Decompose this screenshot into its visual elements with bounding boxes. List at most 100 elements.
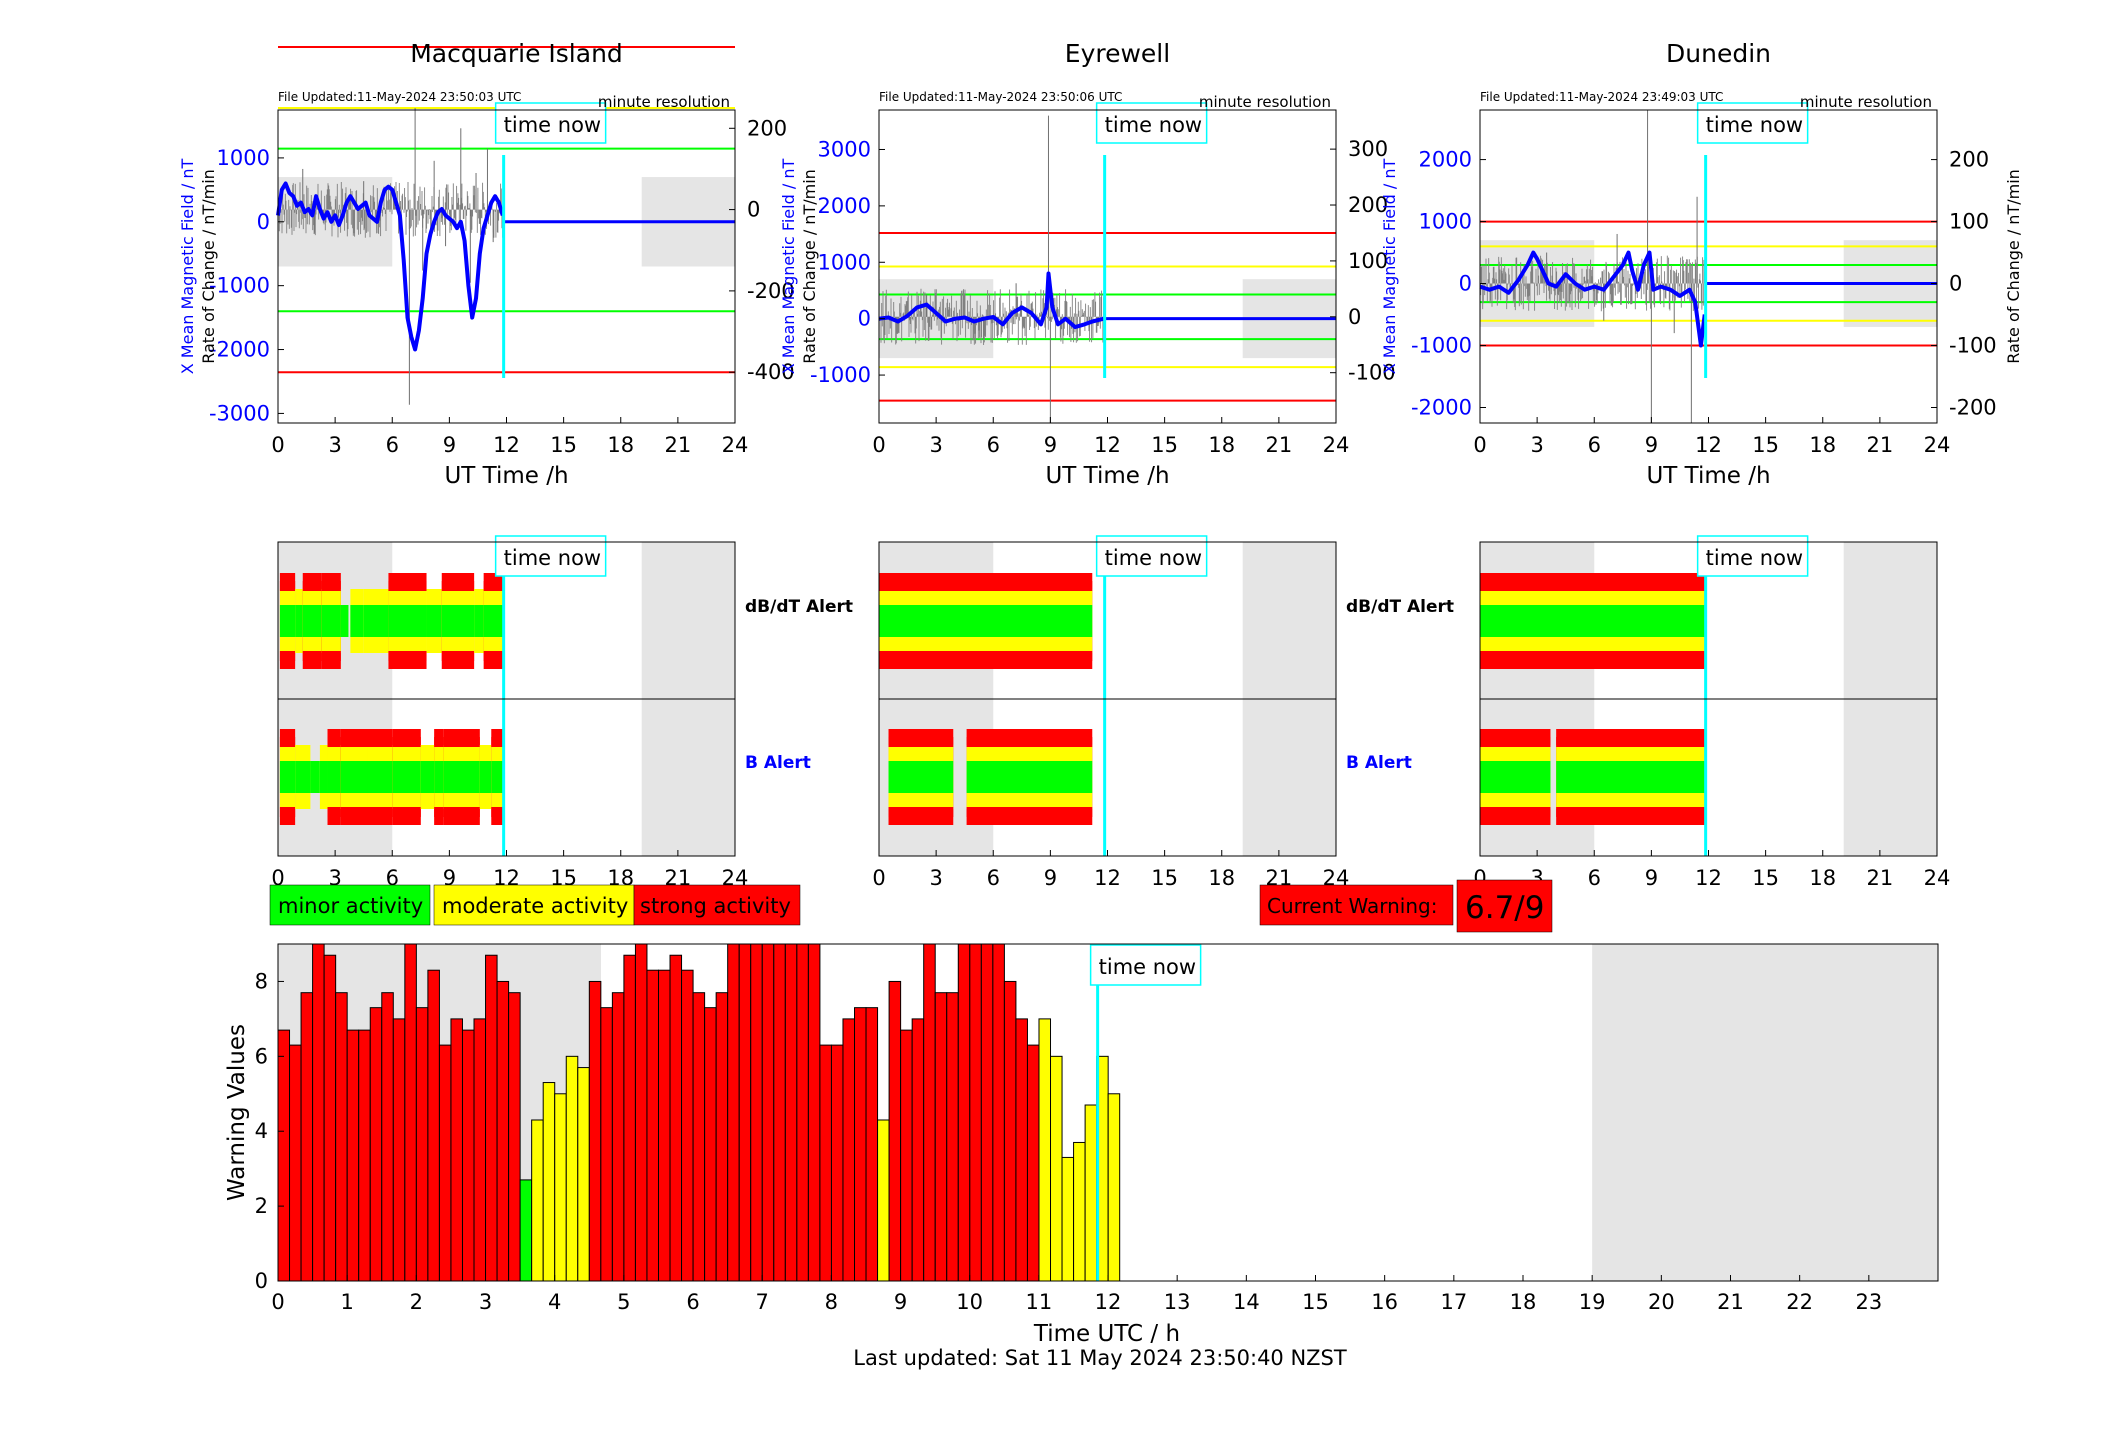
x-tick-label: 17 bbox=[1440, 1290, 1467, 1314]
x-tick-label: 3 bbox=[1530, 433, 1543, 457]
warning-bar bbox=[957, 943, 971, 1282]
b-alert-segment-red-inner bbox=[367, 737, 393, 747]
b-alert-segment-green bbox=[434, 761, 444, 793]
b-alert-segment-red-inner bbox=[1480, 807, 1551, 817]
x-tick-label: 13 bbox=[1164, 1290, 1191, 1314]
warning-bar bbox=[634, 943, 648, 1282]
x-axis-label: UT Time /h bbox=[444, 463, 568, 489]
warning-bar bbox=[404, 943, 417, 1282]
dbdt-alert-segment-red-inner bbox=[302, 651, 322, 661]
x-tick-label: 12 bbox=[1695, 866, 1722, 890]
warning-bar bbox=[277, 1029, 291, 1282]
left-tick-label: 0 bbox=[1459, 272, 1472, 296]
x-tick-label: 12 bbox=[1695, 433, 1722, 457]
left-tick-label: -1000 bbox=[209, 274, 270, 298]
x-tick-label: 7 bbox=[755, 1290, 768, 1314]
b-alert-segment-green bbox=[392, 761, 421, 793]
x-tick-label: 9 bbox=[894, 1290, 907, 1314]
warning-bar bbox=[496, 980, 510, 1282]
x-field-trace bbox=[276, 181, 505, 352]
y-tick-label: 8 bbox=[255, 969, 268, 993]
warning-bar bbox=[427, 969, 440, 1282]
legend-minor-label: minor activity bbox=[278, 894, 423, 918]
warning-bar bbox=[727, 943, 740, 1282]
current-warning-value: 6.7/9 bbox=[1465, 890, 1544, 926]
x-tick-label: 18 bbox=[607, 433, 634, 457]
warning-bar bbox=[392, 1018, 406, 1282]
x-tick-label: 3 bbox=[479, 1290, 492, 1314]
x-axis-label: UT Time /h bbox=[1646, 463, 1770, 489]
x-tick-label: 20 bbox=[1648, 1290, 1675, 1314]
resolution-label: minute resolution bbox=[1800, 93, 1932, 111]
b-alert-segment-green bbox=[327, 761, 341, 793]
dbdt-alert-segment-red-inner bbox=[321, 651, 341, 661]
b-alert-segment-green bbox=[340, 761, 368, 793]
warning-bar bbox=[657, 969, 671, 1282]
warning-bar bbox=[934, 992, 948, 1282]
b-alert-segment-green bbox=[479, 761, 492, 793]
warning-bar bbox=[761, 943, 775, 1282]
x-tick-label: 15 bbox=[1752, 433, 1779, 457]
warning-bar bbox=[415, 1007, 429, 1282]
x-tick-label: 3 bbox=[929, 433, 942, 457]
b-alert-segment-red-inner bbox=[1556, 807, 1707, 817]
warning-bar bbox=[438, 1044, 452, 1282]
dbdt-alert-segment-green bbox=[441, 605, 475, 637]
warning-bar bbox=[854, 1007, 867, 1282]
warning-bar bbox=[542, 1082, 556, 1282]
station-title: Macquarie Island bbox=[410, 39, 623, 68]
x-tick-label: 0 bbox=[271, 866, 284, 890]
right-tick-label: -400 bbox=[747, 360, 795, 384]
current-warning: Current Warning: 6.7/9 bbox=[1259, 879, 1553, 933]
b-alert-segment-green bbox=[279, 761, 296, 793]
b-alert-segment-red-inner bbox=[340, 807, 368, 817]
b-alert-segment-red-inner bbox=[491, 807, 503, 817]
warning-bar bbox=[681, 969, 694, 1282]
x-tick-label: 21 bbox=[1867, 866, 1894, 890]
dbdt-alert-segment-red-inner bbox=[879, 651, 1093, 661]
b-alert-segment-green bbox=[1556, 761, 1707, 793]
x-tick-label: 8 bbox=[825, 1290, 838, 1314]
x-tick-label: 21 bbox=[1266, 433, 1293, 457]
dbdt-alert-label: dB/dT Alert bbox=[1346, 597, 1454, 617]
warning-bar bbox=[692, 992, 706, 1282]
x-tick-label: 12 bbox=[1094, 433, 1121, 457]
left-axis-label: X Mean Magnetic Field / nT bbox=[779, 159, 798, 375]
dbdt-alert-segment-red-inner bbox=[1480, 581, 1707, 591]
time-now-label: time now bbox=[1105, 113, 1202, 137]
right-tick-label: -200 bbox=[1949, 396, 1997, 420]
x-tick-label: 21 bbox=[665, 433, 692, 457]
x-tick-label: 15 bbox=[1302, 1290, 1329, 1314]
warning-bar bbox=[289, 1044, 302, 1282]
warning-bar bbox=[381, 992, 394, 1282]
dbdt-alert-label: dB/dT Alert bbox=[745, 597, 853, 617]
left-tick-label: 1000 bbox=[818, 250, 871, 274]
b-alert-segment-red-inner bbox=[279, 737, 296, 747]
time-now-label: time now bbox=[1105, 546, 1202, 570]
warning-bar bbox=[669, 954, 683, 1282]
x-tick-label: 0 bbox=[872, 433, 885, 457]
right-tick-label: 0 bbox=[747, 198, 760, 222]
legend-moderate-box bbox=[433, 884, 635, 926]
dbdt-alert-segment-green bbox=[295, 605, 303, 637]
b-alert-segment-red-inner bbox=[888, 807, 954, 817]
x-tick-label: 18 bbox=[1208, 433, 1235, 457]
warning-bar bbox=[1061, 1156, 1075, 1282]
warning-bar bbox=[358, 1029, 371, 1282]
warning-bar bbox=[1026, 1044, 1040, 1282]
warning-bar bbox=[980, 943, 994, 1282]
x-tick-label: 24 bbox=[1924, 433, 1951, 457]
warning-bar bbox=[1038, 1018, 1052, 1282]
x-tick-label: 9 bbox=[1645, 433, 1658, 457]
dbdt-alert-segment-red-inner bbox=[483, 581, 503, 591]
dbdt-alert-segment-red-inner bbox=[279, 581, 296, 591]
y-tick-label: 2 bbox=[255, 1194, 268, 1218]
x-tick-label: 15 bbox=[1151, 866, 1178, 890]
warning-bar bbox=[450, 1018, 463, 1282]
x-field-trace bbox=[1479, 250, 1707, 348]
warning-bar bbox=[646, 969, 659, 1282]
